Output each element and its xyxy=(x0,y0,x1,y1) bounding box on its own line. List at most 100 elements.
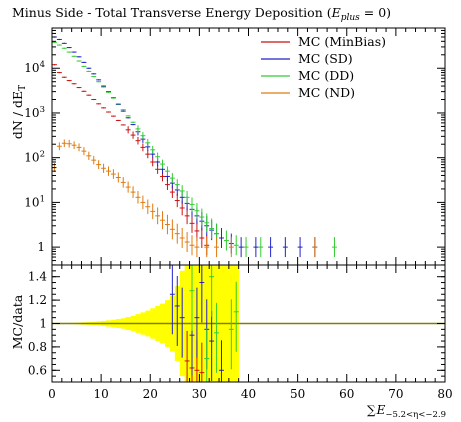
ratio-tick-label: 1.4 xyxy=(28,270,47,284)
x-tick-label: 50 xyxy=(290,387,305,401)
ratio-tick-label: 0.6 xyxy=(28,363,47,377)
data-point xyxy=(61,42,67,44)
data-point xyxy=(91,73,97,75)
legend-label: MC (DD) xyxy=(298,68,354,83)
data-point xyxy=(160,211,165,230)
data-point xyxy=(150,203,156,220)
data-point xyxy=(110,97,116,99)
data-point xyxy=(120,110,126,112)
data-point xyxy=(96,160,102,170)
data-point xyxy=(140,143,146,152)
data-point xyxy=(130,123,136,126)
data-point xyxy=(135,125,141,133)
data-point xyxy=(96,103,102,105)
data-point xyxy=(228,237,234,258)
data-point xyxy=(115,172,121,183)
data-point xyxy=(243,237,249,258)
data-point xyxy=(130,121,136,123)
data-point xyxy=(150,145,156,154)
ratio-point xyxy=(199,342,205,382)
ratio-point xyxy=(194,287,200,358)
ratio-point xyxy=(174,275,180,346)
data-point xyxy=(66,79,72,82)
ratio-point xyxy=(189,265,195,331)
y-tick-label: 101 xyxy=(24,194,45,209)
data-point xyxy=(52,64,57,66)
data-point xyxy=(174,193,180,208)
legend-entry: MC (ND) xyxy=(261,85,355,100)
data-point xyxy=(164,214,170,235)
data-point xyxy=(71,141,77,150)
data-point xyxy=(120,124,126,126)
data-point xyxy=(125,126,131,134)
data-point xyxy=(184,190,190,204)
data-point xyxy=(96,81,102,83)
data-point xyxy=(199,227,205,248)
data-point xyxy=(106,111,111,113)
data-point xyxy=(145,138,151,147)
data-point xyxy=(91,76,97,78)
data-point xyxy=(130,131,136,139)
legend-label: MC (ND) xyxy=(298,85,355,100)
data-point xyxy=(101,163,107,173)
legend: MC (MinBias) MC (SD) MC (DD) MC (ND) xyxy=(261,34,386,100)
legend-entry: MC (SD) xyxy=(261,51,353,66)
data-point xyxy=(209,218,215,239)
data-point xyxy=(253,237,259,258)
ratio-point xyxy=(169,265,175,335)
data-point xyxy=(71,55,77,57)
data-point xyxy=(120,109,126,111)
x-tick-label: 80 xyxy=(437,387,452,401)
ratio-point xyxy=(228,299,234,370)
data-point xyxy=(135,136,141,145)
data-point xyxy=(145,199,151,214)
axis-ticks: 0 10 20 30 40 50 60 70 80 1 101 102 103 104 0.6 0.8 1 1.2… xyxy=(24,28,453,401)
data-point xyxy=(155,152,161,161)
ratio-point xyxy=(184,330,190,382)
main-y-axis-label: dN / dET xyxy=(10,85,28,139)
data-point xyxy=(86,151,92,160)
ratio-point xyxy=(209,311,215,382)
data-point xyxy=(130,186,136,199)
data-point xyxy=(214,237,220,258)
data-point xyxy=(189,235,195,256)
ratio-tick-label: 0.8 xyxy=(28,340,47,354)
x-tick-label: 10 xyxy=(93,387,108,401)
data-point xyxy=(282,237,288,258)
data-point xyxy=(189,197,195,212)
y-tick-label: 103 xyxy=(24,105,45,120)
legend-label: MC (MinBias) xyxy=(298,34,386,49)
data-point xyxy=(115,103,121,105)
y-tick-label: 102 xyxy=(24,150,45,165)
data-point xyxy=(106,91,111,93)
main-panel-frame xyxy=(51,27,446,266)
ratio-point xyxy=(233,281,239,352)
data-point xyxy=(86,67,92,69)
x-tick-label: 30 xyxy=(192,387,207,401)
ratio-y-axis-label: MC/data xyxy=(10,294,25,349)
data-point xyxy=(125,115,131,117)
data-point xyxy=(81,61,87,64)
data-point xyxy=(184,232,190,253)
data-point xyxy=(135,190,141,204)
data-point xyxy=(76,86,82,89)
data-point xyxy=(125,117,131,119)
ratio-tick-label: 1.2 xyxy=(28,293,47,307)
data-point xyxy=(223,230,229,251)
data-point xyxy=(150,157,156,167)
data-point xyxy=(61,76,67,78)
data-point xyxy=(179,185,185,197)
data-point xyxy=(66,46,72,49)
data-point xyxy=(194,237,200,258)
data-point xyxy=(71,51,77,53)
data-point xyxy=(169,173,175,184)
ratio-point xyxy=(219,340,224,382)
ratio-panel xyxy=(52,265,445,382)
data-point xyxy=(140,132,146,140)
data-point xyxy=(233,235,239,256)
data-point xyxy=(96,79,102,81)
data-point xyxy=(66,51,72,53)
data-point xyxy=(71,83,77,85)
data-point xyxy=(52,41,57,43)
